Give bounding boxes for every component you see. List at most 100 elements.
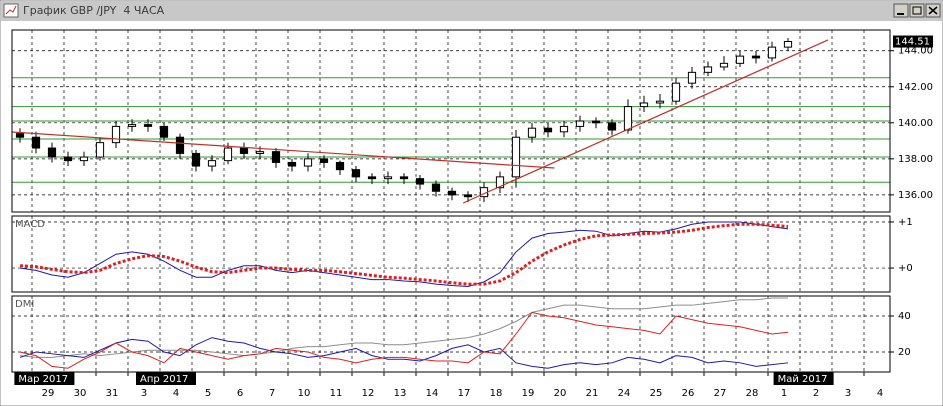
y-tick-label: 140.00 bbox=[898, 118, 933, 129]
y-tick-label: +1 bbox=[898, 217, 913, 228]
candle-body bbox=[15, 133, 25, 138]
candle-body bbox=[783, 41, 793, 48]
candle-body bbox=[303, 158, 313, 167]
close-glyph bbox=[928, 6, 938, 15]
x-tick-label: 31 bbox=[106, 388, 119, 399]
candle-body bbox=[207, 160, 217, 167]
candle-body bbox=[159, 125, 169, 138]
candle-body bbox=[223, 147, 233, 162]
candle-body bbox=[687, 71, 697, 84]
y-tick-label: 142.00 bbox=[898, 82, 933, 93]
x-tick-label: 24 bbox=[618, 388, 631, 399]
candle-body bbox=[767, 46, 777, 59]
candle-body bbox=[415, 178, 425, 185]
trend-line bbox=[462, 39, 829, 204]
panel: +1 +0 MACD bbox=[11, 215, 913, 293]
candle-body bbox=[47, 147, 57, 158]
window-title: График GBP /JPY 4 ЧАСА bbox=[23, 4, 165, 17]
panel-label: MACD bbox=[15, 219, 45, 230]
x-tick-label: 13 bbox=[394, 388, 407, 399]
indicator-line bbox=[19, 297, 788, 358]
y-tick-label: +0 bbox=[898, 263, 913, 274]
x-tick-label: 27 bbox=[714, 388, 727, 399]
candle-body bbox=[607, 122, 617, 131]
candle-body bbox=[335, 161, 345, 171]
x-tick-label: 4 bbox=[877, 388, 883, 399]
x-tick-label: 14 bbox=[426, 388, 439, 399]
x-tick-label: 29 bbox=[42, 388, 55, 399]
candle-body bbox=[463, 194, 473, 198]
chart-area bbox=[1, 22, 942, 405]
title-bar bbox=[1, 1, 942, 21]
candle-body bbox=[367, 176, 377, 180]
x-tick-label: 5 bbox=[205, 388, 211, 399]
x-tick-label: 17 bbox=[458, 388, 471, 399]
x-tick-label: 25 bbox=[650, 388, 663, 399]
period-label: Апр 2017 bbox=[140, 374, 188, 385]
candle-body bbox=[703, 66, 713, 73]
candle-body bbox=[319, 158, 329, 163]
candle-body bbox=[735, 55, 745, 64]
candle-body bbox=[351, 169, 361, 178]
period-box bbox=[773, 372, 834, 385]
window-icon-graph bbox=[5, 5, 17, 15]
candle-body bbox=[719, 62, 729, 68]
x-tick-label: 4 bbox=[173, 388, 179, 399]
candle-body bbox=[671, 82, 681, 102]
candle-body bbox=[751, 55, 761, 59]
indicator-line bbox=[19, 337, 789, 369]
y-tick-label: 40 bbox=[898, 311, 911, 322]
x-tick-label: 1 bbox=[781, 388, 787, 399]
candle-body bbox=[175, 136, 185, 154]
candle-body bbox=[655, 100, 665, 104]
x-tick-label: 30 bbox=[74, 388, 87, 399]
candle-body bbox=[255, 151, 265, 154]
x-tick-label: 11 bbox=[330, 388, 343, 399]
panel-border bbox=[11, 295, 891, 373]
panel-label: DMI bbox=[15, 299, 34, 310]
period-box bbox=[14, 372, 75, 385]
x-tick-label: 3 bbox=[845, 388, 851, 399]
period-label: Мар 2017 bbox=[18, 374, 68, 385]
candle-body bbox=[623, 106, 633, 131]
maximize-glyph bbox=[912, 6, 922, 15]
candle-body bbox=[399, 176, 409, 180]
candle-body bbox=[527, 127, 537, 138]
x-tick-label: 2 bbox=[813, 388, 819, 399]
last-price-label: 144.51 bbox=[895, 37, 930, 48]
x-tick-label: 20 bbox=[554, 388, 567, 399]
candle-body bbox=[543, 127, 553, 133]
candle-body bbox=[79, 156, 89, 162]
maximize-button[interactable] bbox=[909, 3, 925, 18]
minimize-button[interactable] bbox=[893, 3, 909, 18]
candle-body bbox=[95, 142, 105, 158]
candle-body bbox=[271, 151, 281, 163]
x-tick-label: 7 bbox=[269, 388, 275, 399]
indicator-line bbox=[19, 222, 789, 286]
candle-body bbox=[143, 124, 153, 127]
candle-body bbox=[31, 136, 41, 149]
candle-body bbox=[591, 120, 601, 124]
candle-body bbox=[383, 176, 393, 180]
x-tick-label: 10 bbox=[298, 388, 311, 399]
last-price-box bbox=[893, 35, 933, 48]
panel-border bbox=[11, 215, 891, 293]
x-tick-label: 21 bbox=[586, 388, 599, 399]
candle-body bbox=[287, 161, 297, 167]
trend-line bbox=[11, 131, 555, 169]
x-tick-label: 28 bbox=[746, 388, 759, 399]
candle-body bbox=[127, 124, 137, 127]
candle-body bbox=[575, 120, 585, 127]
y-tick-label: 136.00 bbox=[898, 190, 933, 201]
candle-body bbox=[511, 136, 521, 178]
y-tick-label: 144.00 bbox=[898, 46, 933, 57]
window-buttons bbox=[893, 3, 941, 18]
x-tick-label: 3 bbox=[141, 388, 147, 399]
y-tick-label: 138.00 bbox=[898, 154, 933, 165]
period-box bbox=[136, 372, 196, 385]
candle-body bbox=[447, 190, 457, 196]
period-label: Май 2017 bbox=[778, 374, 828, 385]
